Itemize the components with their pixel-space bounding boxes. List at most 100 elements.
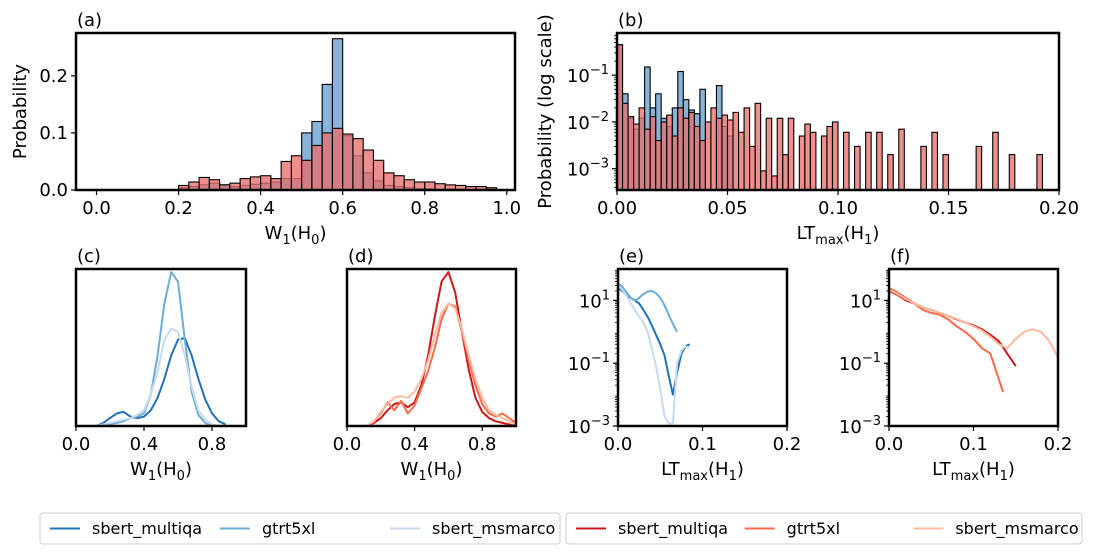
y-tick-label: 101 [579, 288, 610, 312]
series-line-sbert_multiqa [889, 289, 1017, 367]
hist-bar-red [787, 117, 795, 190]
x-tick-label: 0.0 [875, 434, 904, 455]
x-tick-label: 0.2 [1044, 434, 1073, 455]
hist-bar-red [765, 117, 773, 190]
hist-bar-red [352, 138, 364, 190]
hist-bar-red [290, 155, 303, 190]
hist-bar-red [760, 170, 767, 190]
hist-bar-red [311, 144, 323, 190]
hist-bar-red [887, 154, 894, 190]
hist-bar-red [688, 111, 695, 190]
hist-bar-red [975, 145, 983, 190]
axis-label-part: (H [291, 223, 312, 244]
hist-bar-red [942, 154, 950, 190]
tick-base: 10 [568, 354, 591, 375]
hist-bar-red [842, 131, 850, 190]
legend-right: sbert_multiqa gtrt5xl sbert_msmarco [565, 512, 1083, 545]
hist-bar-red [826, 125, 834, 190]
legend-label: gtrt5xl [787, 519, 840, 538]
axis-label-part: 0 [177, 469, 185, 484]
hist-bar-red [1008, 154, 1016, 190]
panel-d: 0.0 0.4 0.8W1(H0)(d) [333, 246, 518, 484]
hist-bar-red [782, 154, 789, 190]
axes-frame [616, 267, 789, 428]
hist-bar-red [671, 135, 679, 190]
hist-bar-red [771, 175, 778, 190]
hist-bar-red [699, 139, 706, 190]
hist-bar-red [920, 145, 927, 190]
series-line-gtrt5xl [618, 282, 678, 333]
legend-label: gtrt5xl [262, 519, 315, 538]
y-tick-label: 0.1 [39, 123, 68, 144]
x-axis-label: LTmax(H1) [932, 459, 1015, 484]
panel-label: (a) [77, 10, 102, 31]
hist-bar-red [372, 159, 385, 190]
hist-bar-red [704, 121, 712, 190]
axis-label-part: LT [661, 459, 681, 480]
axes-frame [345, 267, 518, 428]
axis-label-part: 1 [1000, 469, 1008, 484]
plot-area [95, 271, 227, 426]
series-line-sbert_msmarco [889, 288, 1058, 359]
plot-area [178, 38, 498, 190]
hist-bar-red [754, 102, 762, 190]
axis-label-part: LT [932, 459, 952, 480]
panel-a: 0.0 0.2 0.4 0.6 0.8 1.0 0.0 0.1 0.2 W1(H0) Probabi… [10, 10, 521, 248]
hist-bar-red [1036, 154, 1043, 190]
hist-bar-red [208, 179, 221, 190]
hist-bar-red [876, 131, 883, 190]
y-tick-label: 10−3 [568, 414, 610, 438]
hist-bar-red [249, 176, 262, 190]
series-line-sbert_msmarco [618, 284, 691, 425]
x-tick-label: 0.1 [688, 434, 717, 455]
hist-bar-red [403, 179, 416, 190]
series-line-gtrt5xl [96, 271, 226, 426]
plot-area [889, 287, 1058, 393]
hist-bar-red [301, 159, 313, 190]
axes-frame [887, 267, 1060, 428]
hist-bar-red [726, 119, 734, 190]
x-tick-label: 0.6 [328, 198, 357, 219]
legend-frame [39, 512, 561, 545]
tick-exponent: −2 [590, 110, 609, 125]
hist-bar-red [331, 127, 344, 190]
hist-bar-red [710, 107, 717, 190]
series-line-sbert_multiqa [95, 337, 227, 426]
y-axis-label: Probability (log scale) [535, 14, 556, 208]
y-tick-label: 10−2 [567, 110, 609, 134]
hist-bar-red [732, 111, 740, 190]
x-tick-label: 0.4 [246, 198, 275, 219]
plot-area [617, 44, 1043, 190]
axis-label-part: (H [156, 459, 177, 480]
hist-bar-red [660, 121, 668, 190]
tick-base: 10 [567, 66, 590, 87]
x-tick-label: 0.4 [400, 434, 429, 455]
hist-bar-red [666, 114, 673, 190]
tick-base: 10 [839, 354, 862, 375]
panel-label: (b) [618, 10, 643, 31]
hist-bar-red [638, 107, 646, 190]
y-tick-label: 0.0 [39, 180, 68, 201]
panel-label: (c) [77, 246, 101, 267]
axis-label-part: ) [872, 223, 879, 244]
hist-bar-blue [331, 38, 344, 190]
hist-bar-red [393, 175, 405, 190]
tick-base: 10 [579, 291, 602, 312]
x-tick-label: 0.0 [333, 434, 362, 455]
y-axis-label: Probability [10, 64, 31, 159]
plot-area [366, 271, 516, 426]
hist-bar-red [649, 116, 657, 190]
legend-label: sbert_multiqa [618, 519, 728, 539]
hist-bar-red [655, 139, 662, 190]
panel-label: (f) [890, 246, 910, 267]
hist-bar-red [749, 145, 756, 190]
hist-bar-red [931, 131, 938, 190]
hist-bar-red [820, 135, 828, 190]
panel-c: 0.0 0.4 0.8 W1(H0) (c) [62, 246, 248, 484]
y-tick-label: 10−3 [839, 414, 881, 438]
x-tick-label: 0.2 [773, 434, 802, 455]
x-tick-label: 1.0 [492, 198, 521, 219]
hist-bar-red [721, 114, 729, 190]
